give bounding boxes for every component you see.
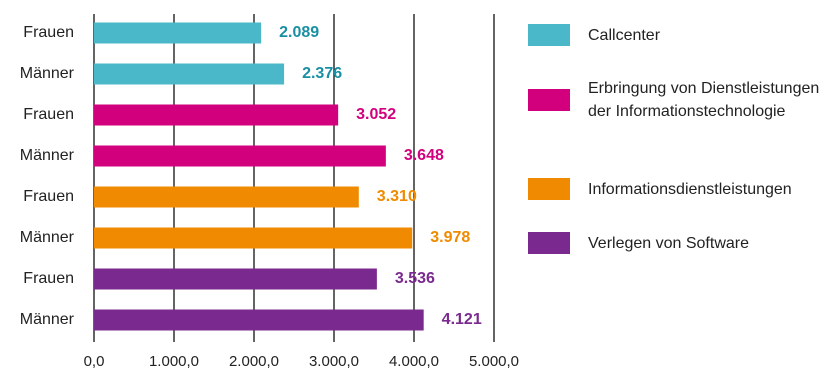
category-label-4: Frauen <box>23 188 74 205</box>
x-tick-label-0: 0,0 <box>84 353 105 370</box>
legend-swatch-callcenter <box>528 24 570 46</box>
legend-item-callcenter: Callcenter <box>528 24 828 47</box>
x-tick-label-4: 4.000,0 <box>389 353 439 370</box>
x-tick-labels: 0,0 1.000,0 2.000,0 3.000,0 4.000,0 5.000,0 <box>84 353 519 370</box>
x-tick-label-3: 3.000,0 <box>309 353 359 370</box>
legend-label-informationsdienstleistungen: Informationsdienstleistungen <box>588 181 792 198</box>
category-label-3: Männer <box>20 147 75 164</box>
legend-label-software: Verlegen von Software <box>588 235 749 252</box>
category-label-5: Männer <box>20 229 75 246</box>
legend-item-informationsdienstleistungen: Informationsdienstleistungen <box>528 178 828 201</box>
bar-7 <box>94 309 424 331</box>
bar-4 <box>94 186 359 208</box>
legend-swatch-it-dienstleistungen <box>528 89 570 111</box>
category-label-0: Frauen <box>23 24 74 41</box>
bar-3 <box>94 145 386 167</box>
legend-swatch-informationsdienstleistungen <box>528 178 570 200</box>
x-tick-label-5: 5.000,0 <box>469 353 519 370</box>
bar-0 <box>94 22 262 44</box>
legend-swatch-software <box>528 232 570 254</box>
bar-5 <box>94 227 413 249</box>
legend-label-callcenter: Callcenter <box>588 27 661 44</box>
value-label-0: 2.089 <box>279 24 319 41</box>
category-label-6: Frauen <box>23 270 74 287</box>
category-labels: Frauen Männer Frauen Männer Frauen Männer Frau… <box>20 24 75 328</box>
bar-6 <box>94 268 377 290</box>
value-labels: 2.089 2.376 3.052 3.648 3.310 3.978 3.536 4.121 <box>279 24 482 328</box>
grid-lines <box>93 14 495 342</box>
x-tick-label-2: 2.000,0 <box>229 353 279 370</box>
bars <box>94 22 424 331</box>
category-label-1: Männer <box>20 65 75 82</box>
legend-item-software: Verlegen von Software <box>528 232 828 255</box>
x-tick-label-1: 1.000,0 <box>149 353 199 370</box>
value-label-2: 3.052 <box>356 106 396 123</box>
value-label-5: 3.978 <box>430 229 470 246</box>
category-label-7: Männer <box>20 311 75 328</box>
legend-item-it-dienstleistungen: Erbringung von Dienstleistungen der Info… <box>528 77 828 123</box>
value-label-3: 3.648 <box>404 147 444 164</box>
legend-label-it-dienstleistungen: Erbringung von Dienstleistungen der Info… <box>588 80 820 120</box>
bar-1 <box>94 63 285 85</box>
value-label-4: 3.310 <box>377 188 417 205</box>
value-label-7: 4.121 <box>442 311 482 328</box>
bar-2 <box>94 104 339 126</box>
bar-chart: Frauen Männer Frauen Männer Frauen Männer Frau… <box>20 14 519 370</box>
value-label-1: 2.376 <box>302 65 342 82</box>
value-label-6: 3.536 <box>395 270 435 287</box>
category-label-2: Frauen <box>23 106 74 123</box>
